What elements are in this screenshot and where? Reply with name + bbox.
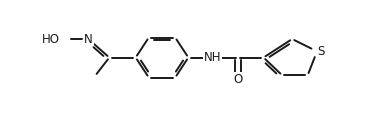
Text: NH: NH xyxy=(203,51,221,64)
Text: O: O xyxy=(234,73,243,86)
Text: N: N xyxy=(84,33,93,46)
Text: S: S xyxy=(317,45,324,58)
Text: HO: HO xyxy=(42,33,60,46)
